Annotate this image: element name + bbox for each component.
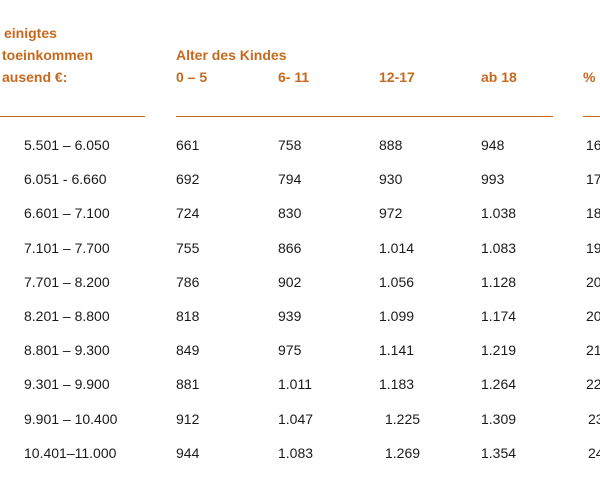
value-cell-age-0-5: 786 [176, 274, 200, 290]
value-cell-percent: 20 [586, 274, 600, 290]
column-header-percent: % [583, 69, 596, 85]
value-cell-age-12-17: 1.014 [379, 240, 415, 256]
value-cell-age-0-5: 724 [176, 205, 200, 221]
value-cell-age-12-17: 1.269 [385, 445, 421, 461]
income-range-cell: 9.301 – 9.900 [24, 376, 110, 392]
value-cell-age-0-5: 849 [176, 342, 200, 358]
value-cell-age-6-11: 758 [278, 137, 302, 153]
income-range-cell: 7.701 – 8.200 [24, 274, 110, 290]
value-cell-age-6-11: 975 [278, 342, 302, 358]
value-cell-age-12-17: 1.056 [379, 274, 415, 290]
income-header-line-2: toeinkommen [2, 47, 94, 63]
income-range-cell: 5.501 – 6.050 [24, 137, 110, 153]
value-cell-age-0-5: 661 [176, 137, 200, 153]
value-cell-age-18-plus: 1.309 [481, 411, 517, 427]
age-header-rule [176, 116, 553, 117]
value-cell-age-6-11: 902 [278, 274, 302, 290]
column-header-age-12-17: 12-17 [379, 69, 415, 85]
value-cell-age-18-plus: 1.038 [481, 205, 517, 221]
value-cell-age-18-plus: 993 [481, 171, 505, 187]
income-range-cell: 10.401–11.000 [24, 445, 117, 461]
income-range-cell: 6.601 – 7.100 [24, 205, 110, 221]
value-cell-age-18-plus: 1.083 [481, 240, 517, 256]
income-range-cell: 8.201 – 8.800 [24, 308, 110, 324]
value-cell-age-6-11: 866 [278, 240, 302, 256]
value-cell-age-6-11: 1.047 [278, 411, 314, 427]
value-cell-age-6-11: 939 [278, 308, 302, 324]
column-header-age-18-plus: ab 18 [481, 69, 517, 85]
income-range-cell: 8.801 – 9.300 [24, 342, 110, 358]
age-group-title: Alter des Kindes [176, 47, 287, 63]
value-cell-age-0-5: 692 [176, 171, 200, 187]
value-cell-age-18-plus: 1.264 [481, 376, 517, 392]
value-cell-percent: 16 [586, 137, 600, 153]
income-range-cell: 9.901 – 10.400 [24, 411, 118, 427]
income-range-cell: 7.101 – 7.700 [24, 240, 110, 256]
value-cell-age-6-11: 794 [278, 171, 302, 187]
value-cell-age-6-11: 1.011 [278, 376, 312, 392]
column-header-age-0-5: 0 – 5 [176, 69, 208, 85]
value-cell-age-12-17: 1.141 [379, 342, 415, 358]
value-cell-age-0-5: 944 [176, 445, 200, 461]
value-cell-age-0-5: 881 [176, 376, 200, 392]
income-header-rule [0, 116, 145, 117]
income-header-line-3: ausend €: [2, 69, 68, 85]
value-cell-age-0-5: 818 [176, 308, 200, 324]
value-cell-age-12-17: 888 [379, 137, 403, 153]
value-cell-age-12-17: 972 [379, 205, 403, 221]
value-cell-age-6-11: 830 [278, 205, 302, 221]
value-cell-age-0-5: 912 [176, 411, 200, 427]
value-cell-age-18-plus: 1.354 [481, 445, 517, 461]
percent-header-rule [583, 116, 600, 117]
value-cell-age-12-17: 1.225 [385, 411, 421, 427]
value-cell-percent: 20 [586, 308, 600, 324]
value-cell-age-18-plus: 948 [481, 137, 505, 153]
income-range-cell: 6.051 - 6.660 [24, 171, 107, 187]
value-cell-percent: 17 [586, 171, 600, 187]
value-cell-age-18-plus: 1.174 [481, 308, 517, 324]
income-header-line-1: einigtes [4, 25, 57, 41]
value-cell-age-12-17: 1.099 [379, 308, 415, 324]
value-cell-age-12-17: 1.183 [379, 376, 415, 392]
value-cell-percent: 24 [588, 445, 600, 461]
value-cell-age-18-plus: 1.128 [481, 274, 517, 290]
value-cell-age-6-11: 1.083 [278, 445, 314, 461]
value-cell-percent: 23 [588, 411, 600, 427]
value-cell-percent: 19 [586, 240, 600, 256]
value-cell-age-18-plus: 1.219 [481, 342, 517, 358]
value-cell-percent: 21 [586, 342, 600, 358]
value-cell-percent: 22 [586, 376, 600, 392]
column-header-age-6-11: 6- 11 [278, 69, 310, 85]
value-cell-percent: 18 [586, 205, 600, 221]
value-cell-age-12-17: 930 [379, 171, 403, 187]
value-cell-age-0-5: 755 [176, 240, 200, 256]
